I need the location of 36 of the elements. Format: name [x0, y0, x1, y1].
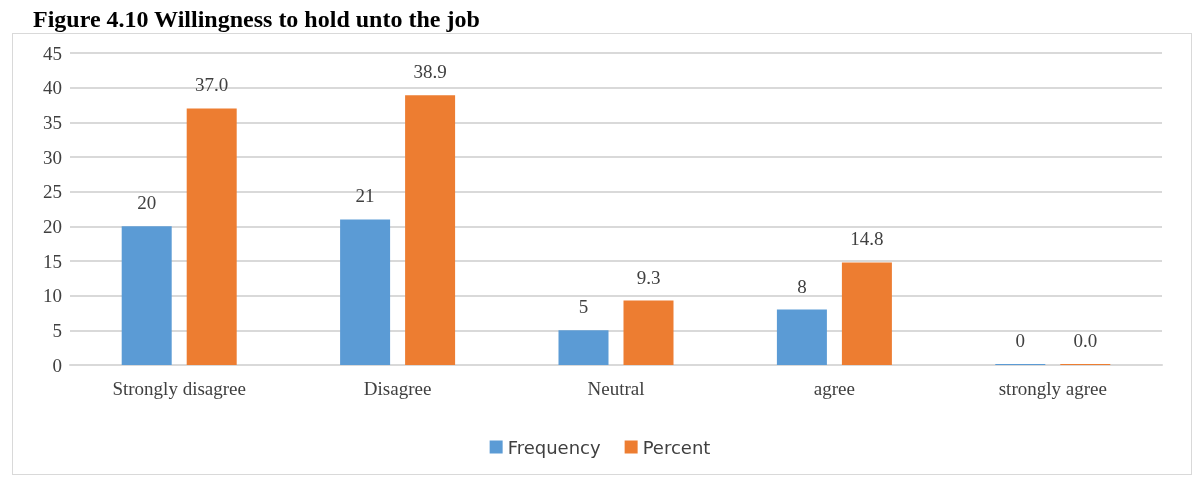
data-label: 38.9	[413, 61, 447, 83]
y-tick-label: 0	[52, 354, 62, 376]
data-label: 20	[137, 192, 157, 214]
data-label: 21	[355, 185, 375, 207]
bar	[841, 262, 892, 365]
data-label: 37.0	[195, 74, 229, 96]
bar	[623, 300, 674, 365]
data-label: 0	[1015, 330, 1026, 351]
bar	[558, 330, 609, 365]
y-tick-label: 45	[43, 42, 62, 64]
data-label: 8	[797, 275, 807, 297]
x-tick-label: Strongly disagree	[112, 378, 246, 399]
data-label: 14.8	[850, 228, 884, 250]
data-label: 5	[578, 296, 589, 318]
bar	[776, 309, 827, 365]
y-tick-label: 5	[52, 319, 62, 341]
y-tick-label: 35	[43, 111, 62, 133]
chart-title: Figure 4.10 Willingness to hold unto the job	[33, 6, 480, 32]
bar	[121, 226, 172, 365]
x-tick-label: strongly agree	[998, 378, 1107, 399]
legend-label: Percent	[642, 436, 711, 458]
y-tick-label: 30	[43, 146, 62, 168]
bar	[405, 95, 456, 365]
y-tick-label: 40	[43, 77, 62, 99]
bar	[340, 219, 391, 365]
y-tick-label: 10	[43, 285, 62, 307]
legend-label: Frequency	[507, 436, 601, 458]
x-tick-label: Neutral	[587, 378, 645, 399]
data-label: 9.3	[636, 266, 661, 288]
y-tick-label: 15	[43, 250, 62, 272]
x-tick-label: agree	[813, 378, 855, 399]
y-tick-label: 20	[43, 215, 62, 237]
y-tick-label: 25	[43, 181, 62, 203]
bar	[186, 108, 237, 365]
x-tick-label: Disagree	[363, 378, 432, 399]
data-label: 0.0	[1073, 330, 1098, 351]
